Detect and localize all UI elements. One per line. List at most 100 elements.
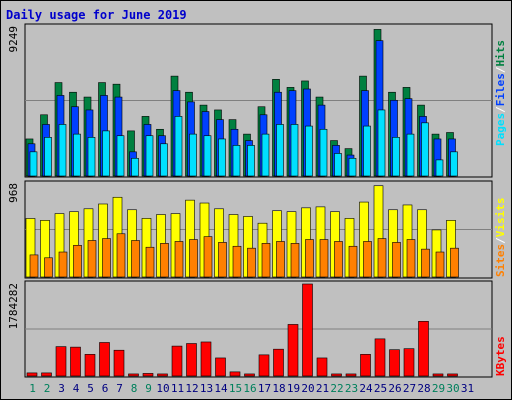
x-tick-label: 17 [258,382,271,395]
bar-kbytes-day-29 [432,373,444,377]
bar-pages-day-30 [450,151,458,177]
x-tick-label: 27 [403,382,416,395]
bar-sites-day-21 [319,239,329,278]
kbytes-ymax-label: 1784282 [7,283,20,329]
bar-pages-day-21 [319,128,328,177]
bar-kbytes-day-13 [200,341,212,377]
bar-pages-day-14 [218,138,226,177]
bar-pages-day-2 [44,137,52,177]
bar-pages-day-4 [73,133,81,177]
x-tick-label: 9 [145,382,152,395]
bar-kbytes-day-30 [447,373,458,377]
bar-kbytes-day-12 [186,343,197,377]
bar-kbytes-day-18 [273,348,284,377]
bar-sites-day-18 [276,241,285,278]
bar-sites-day-7 [116,233,126,278]
bar-sites-day-2 [44,257,53,278]
bar-kbytes-day-23 [345,373,357,377]
bar-kbytes-day-21 [316,357,328,377]
x-tick-label: 30 [446,382,459,395]
bar-pages-day-13 [203,135,212,177]
bar-kbytes-day-14 [215,357,226,377]
bar-sites-day-5 [87,240,97,278]
bar-sites-day-17 [261,243,271,278]
bar-pages-day-22 [334,153,342,177]
bar-kbytes-day-24 [360,354,371,377]
x-tick-label: 4 [73,382,80,395]
bar-sites-day-3 [58,251,68,278]
bar-kbytes-day-2 [41,372,52,377]
bar-kbytes-day-15 [229,371,241,377]
bar-sites-day-27 [406,239,416,278]
bar-pages-day-3 [58,124,67,177]
legend-pages: Pages [494,113,507,146]
bar-pages-day-9 [145,135,154,177]
x-tick-label: 5 [87,382,94,395]
bar-sites-day-12 [189,239,198,278]
chart-title: Daily usage for June 2019 [6,8,187,22]
legend-visits: Visits [494,198,507,238]
bar-pages-day-8 [131,157,139,177]
bar-pages-day-19 [290,124,299,177]
x-tick-label: 20 [301,382,314,395]
bar-pages-day-28 [421,122,429,177]
legend-sep: / [494,66,507,73]
hits-ymax-label: 9249 [7,26,20,53]
bar-sites-day-29 [435,251,445,278]
x-tick-label: 18 [272,382,285,395]
bar-pages-day-29 [435,159,444,177]
bar-pages-day-1 [29,151,38,177]
bar-pages-day-5 [87,137,96,177]
bar-kbytes-day-8 [128,373,139,377]
bar-pages-day-20 [305,125,313,177]
bar-kbytes-day-16 [244,373,255,377]
bar-kbytes-day-26 [389,349,400,377]
x-tick-label: 25 [374,382,387,395]
bar-sites-day-6 [102,238,111,278]
bar-kbytes-day-22 [331,373,342,377]
bar-kbytes-day-6 [99,342,110,377]
x-tick-label: 2 [44,382,51,395]
bar-kbytes-day-4 [70,346,81,377]
bar-sites-day-23 [348,245,358,278]
bar-sites-day-30 [450,247,459,278]
bar-sites-day-9 [145,246,155,278]
bar-kbytes-day-19 [287,324,299,377]
bar-kbytes-day-10 [157,373,168,377]
x-tick-label: 13 [200,382,213,395]
bar-kbytes-day-28 [418,321,429,377]
x-tick-label: 28 [417,382,430,395]
bar-pages-day-17 [261,133,270,177]
legend-hits: Hits [494,40,507,67]
x-tick-label: 11 [171,382,184,395]
bar-kbytes-day-27 [403,348,415,377]
x-tick-label: 21 [316,382,329,395]
bar-pages-day-18 [276,124,284,177]
x-tick-label: 23 [345,382,358,395]
bar-sites-day-1 [29,254,39,278]
bar-sites-day-28 [421,248,430,278]
bar-kbytes-day-25 [374,338,386,377]
bar-sites-day-13 [203,236,213,278]
bar-pages-day-27 [406,133,415,177]
legend-kbytes: KBytes [494,336,507,376]
bar-kbytes-day-7 [113,349,125,377]
bar-pages-day-6 [102,130,110,177]
bar-sites-day-4 [73,244,82,278]
bar-kbytes-day-17 [258,354,270,377]
bar-sites-day-16 [247,247,256,278]
bar-sites-day-26 [392,242,401,278]
x-tick-label: 15 [229,382,242,395]
x-tick-label: 24 [359,382,373,395]
x-tick-label: 10 [156,382,169,395]
legend-sep: / [494,237,507,244]
visits-ymax-label: 968 [7,183,20,203]
legend-hits-files-pages: Pages/Files/Hits [494,40,507,146]
x-tick-label: 19 [287,382,300,395]
x-tick-label: 29 [432,382,445,395]
bar-pages-day-11 [174,116,183,177]
legend-sep: / [494,106,507,113]
x-tick-label: 26 [388,382,401,395]
